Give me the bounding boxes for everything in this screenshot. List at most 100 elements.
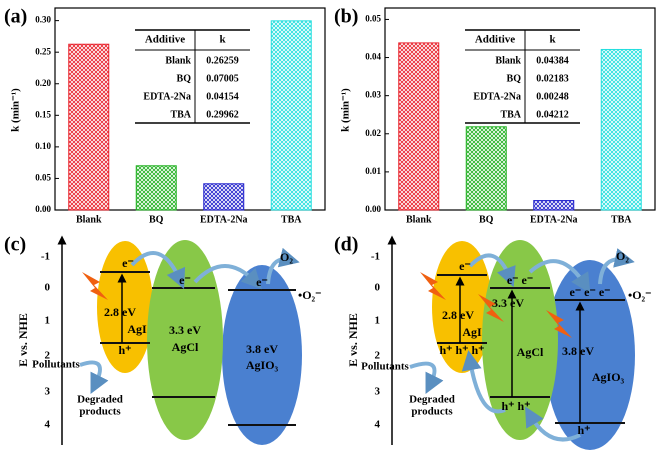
- axis-tick: 2: [375, 350, 381, 362]
- label: AgIO₃: [246, 358, 279, 372]
- label: AgI: [127, 322, 147, 336]
- label: h⁺: [118, 343, 131, 357]
- label: products: [411, 406, 453, 418]
- x-tick-label: TBA: [281, 214, 302, 225]
- x-tick-label: EDTA-2Na: [530, 214, 578, 225]
- label: O₂: [280, 250, 293, 264]
- axis-tick: -1: [371, 251, 380, 263]
- agcl: [482, 240, 558, 440]
- agcl: [147, 240, 223, 440]
- table-cell: 0.04384: [536, 55, 569, 66]
- table-cell: 0.02183: [536, 73, 569, 84]
- label: AgCl: [172, 340, 199, 354]
- degradation: [409, 361, 444, 394]
- y-axis-label: k (min⁻¹): [10, 88, 22, 132]
- table-cell: BQ: [507, 73, 522, 84]
- label: 2.8 eV: [442, 308, 474, 322]
- axis-tick: 0: [45, 282, 51, 294]
- table-header: Additive: [475, 34, 515, 46]
- label: h⁺ h⁺: [501, 399, 530, 413]
- y-tick-label: 0.05: [365, 13, 381, 23]
- axis-tick: 3: [45, 386, 51, 398]
- panel-label: (d): [334, 234, 358, 256]
- bar: [398, 42, 440, 211]
- table-header: Additive: [145, 34, 185, 46]
- agi: [97, 241, 153, 373]
- light: [420, 272, 446, 300]
- agio3: [222, 265, 302, 445]
- table-cell: BQ: [177, 73, 192, 84]
- panel-label: (a): [4, 6, 27, 28]
- axis-tick: 4: [45, 419, 51, 431]
- label: AgI: [462, 325, 482, 339]
- table-cell: TBA: [500, 109, 521, 120]
- label: Pollutants: [32, 359, 80, 371]
- axis-label: E vs. NHE: [346, 313, 360, 367]
- label: Degraded: [77, 394, 123, 406]
- transfer: [461, 350, 506, 414]
- y-tick-label: 0.30: [35, 15, 51, 25]
- transfer: [130, 251, 186, 290]
- table-cell: TBA: [170, 109, 191, 120]
- label: Degraded: [409, 394, 455, 406]
- y-tick-label: 0.04: [365, 52, 381, 62]
- x-tick-label: TBA: [611, 214, 632, 225]
- y-tick-label: 0.10: [35, 141, 51, 151]
- y-axis-label: k (min⁻¹): [340, 88, 352, 132]
- label: e⁻: [179, 273, 191, 287]
- bar: [270, 20, 312, 211]
- label: 3.8 eV: [246, 342, 278, 356]
- label: e⁻: [256, 275, 268, 289]
- transfer: [598, 248, 635, 285]
- table-cell: 0.04154: [206, 91, 239, 102]
- axis-tick: 2: [45, 350, 51, 362]
- label: 2.8 eV: [104, 305, 136, 319]
- table-cell: 0.26259: [206, 55, 239, 66]
- plot-frame: [54, 7, 326, 211]
- y-tick-label: 0.05: [35, 173, 51, 183]
- agio3: [545, 260, 635, 450]
- table-cell: Blank: [495, 55, 521, 66]
- light: [82, 272, 108, 300]
- y-tick-label: 0.15: [35, 109, 51, 119]
- table-header: k: [549, 34, 556, 46]
- axis-tick: -1: [41, 251, 50, 263]
- y-tick-label: 0.00: [35, 204, 51, 214]
- bar: [68, 43, 110, 211]
- table-cell: 0.07005: [206, 73, 239, 84]
- x-tick-label: EDTA-2Na: [200, 214, 248, 225]
- label: e⁻: [122, 256, 134, 270]
- label: AgCl: [517, 345, 544, 359]
- y-tick-label: 0.20: [35, 78, 51, 88]
- label: O₂: [616, 249, 629, 263]
- bar: [600, 48, 642, 211]
- transfer: [193, 264, 262, 290]
- panel-label: (c): [4, 234, 26, 256]
- axis-tick: 4: [375, 419, 381, 431]
- label: 3.3 eV: [169, 323, 201, 337]
- label: AgIO₃: [592, 370, 625, 384]
- transfer: [468, 253, 516, 288]
- label: 3.3 eV: [492, 296, 524, 310]
- degradation: [79, 360, 109, 394]
- transfer: [525, 406, 581, 442]
- x-tick-label: BQ: [479, 214, 494, 225]
- label: •O₂⁻: [628, 288, 651, 302]
- table-cell: Blank: [165, 55, 191, 66]
- table-cell: 0.29962: [206, 109, 239, 120]
- y-tick-label: 0.02: [365, 128, 381, 138]
- plot-frame: [384, 7, 656, 211]
- transfer: [266, 247, 300, 285]
- axis-tick: 3: [375, 386, 381, 398]
- label: products: [79, 406, 121, 418]
- label: e⁻ e⁻: [507, 273, 533, 287]
- bar: [203, 183, 245, 211]
- diagram-c: (c) E vs. NHE -1 0 1 2 3 4 e⁻ h⁺ 2.8 eV …: [4, 234, 321, 445]
- axis-tick: 0: [375, 282, 381, 294]
- label: Pollutants: [361, 361, 409, 373]
- table-cell: 0.00248: [536, 91, 569, 102]
- label: 3.8 eV: [562, 344, 594, 358]
- transfer: [528, 259, 591, 294]
- table-cell: EDTA-2Na: [473, 91, 521, 102]
